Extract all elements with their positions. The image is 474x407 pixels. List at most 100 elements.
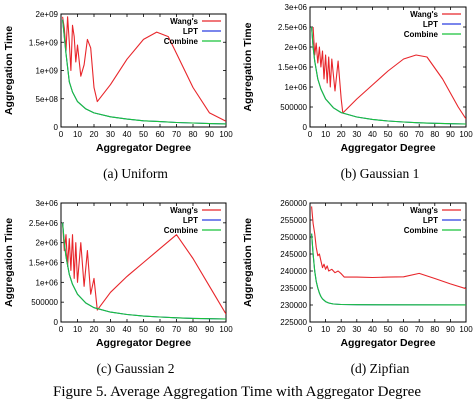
y-tick-label: 255000 [280,216,307,225]
y-tick-label: 245000 [280,250,307,259]
plot-frame [309,6,467,128]
series-line-lpt [311,233,466,306]
y-tick-label: 0 [303,123,308,132]
plot-frame [60,13,227,128]
x-tick-label: 80 [430,130,439,139]
legend-label: LPT [183,216,198,225]
x-tick-label: 70 [415,130,424,139]
x-tick-label: 30 [352,130,361,139]
chart-panel-3: 0 10 20 30 40 50 60 70 80 90 100 0 500000 1e+06 1.5e+0… [3,199,233,376]
legend-label: Wang's [170,206,198,215]
x-tick-label: 80 [430,325,439,334]
legend-label: Combine [164,37,199,46]
y-tick-label: 500000 [31,298,58,307]
figure-caption: Figure 5. Average Aggregation Time with … [53,384,421,400]
y-tick-label: 3e+06 [285,3,308,12]
x-tick-label: 100 [459,130,473,139]
y-tick-label: 225000 [280,318,307,327]
y-tick-label: 0 [54,123,59,132]
x-tick-label: 20 [337,130,346,139]
x-tick-label: 0 [59,325,64,334]
chart-panel-2: 0 10 20 30 40 50 60 70 80 90 100 0 500000 1e+06 1.5e+0… [242,3,473,181]
x-tick-label: 90 [446,325,455,334]
series-line-combine [311,233,466,306]
y-tick-label: 500000 [280,103,307,112]
legend-label: Wang's [170,17,198,26]
y-tick-label: 240000 [280,267,307,276]
x-tick-label: 40 [368,325,377,334]
chart-panel-4: 0 10 20 30 40 50 60 70 80 90 100 225000 230000 235000… [242,199,473,376]
x-tick-label: 10 [321,130,330,139]
legend-label: Combine [164,226,199,235]
x-tick-label: 80 [189,325,198,334]
subfigure-caption: (c) Gaussian 2 [97,361,175,376]
x-tick-label: 50 [384,325,393,334]
chart-panel-1: 0 10 20 30 40 50 60 70 80 90 100 0 5e+08 1e+09 1.5e+09… [3,10,233,181]
series-line-wangs [312,26,466,120]
y-axis-label: Aggregation Time [3,26,15,115]
x-tick-label: 100 [219,325,233,334]
x-tick-label: 70 [172,325,181,334]
x-tick-label: 90 [205,130,214,139]
x-tick-label: 10 [73,130,82,139]
x-tick-label: 100 [219,130,233,139]
legend-label: Wang's [410,10,438,19]
x-axis-label: Aggregator Degree [96,142,191,154]
x-tick-label: 0 [59,130,64,139]
x-tick-label: 20 [90,325,99,334]
legend-label: Combine [404,30,439,39]
series-line-wangs [311,206,466,290]
legend-label: LPT [423,216,438,225]
y-tick-label: 0 [54,318,59,327]
y-tick-label: 2.5e+06 [278,23,308,32]
x-tick-label: 70 [172,130,181,139]
x-axis-label: Aggregator Degree [340,337,435,349]
x-tick-label: 0 [308,130,313,139]
series-line-combine [311,26,466,125]
x-tick-label: 100 [459,325,473,334]
x-tick-label: 40 [123,325,132,334]
x-axis-label: Aggregator Degree [340,142,435,154]
x-tick-label: 80 [189,130,198,139]
legend-label: LPT [423,20,438,29]
x-tick-label: 0 [308,325,313,334]
subfigure-caption: (b) Gaussian 1 [341,166,420,181]
subfigure-caption: (d) Zipfian [351,361,410,376]
series-line-combine [62,222,226,320]
x-tick-label: 60 [399,130,408,139]
legend-label: Wang's [410,206,438,215]
x-tick-label: 40 [123,130,132,139]
y-tick-label: 260000 [280,199,307,208]
y-tick-label: 3e+06 [36,199,59,208]
y-tick-label: 1e+06 [36,278,59,287]
subfigure-caption: (a) Uniform [103,166,168,181]
legend-label: LPT [183,27,198,36]
x-tick-label: 60 [156,325,165,334]
x-tick-label: 10 [321,325,330,334]
x-tick-label: 30 [352,325,361,334]
y-tick-label: 5e+08 [36,95,59,104]
series-line-lpt [62,222,226,320]
y-tick-label: 2e+06 [36,239,59,248]
series-line-wangs [62,16,226,122]
x-axis-label: Aggregator Degree [96,337,191,349]
x-tick-label: 90 [205,325,214,334]
y-tick-label: 1e+09 [36,67,59,76]
x-tick-label: 90 [446,130,455,139]
y-axis-label: Aggregation Time [242,22,254,111]
x-tick-label: 50 [384,130,393,139]
x-tick-label: 10 [73,325,82,334]
y-tick-label: 2.5e+06 [29,219,59,228]
series-line-wangs [62,222,226,315]
x-tick-label: 40 [368,130,377,139]
y-tick-label: 1.5e+06 [278,63,308,72]
legend-label: Combine [404,226,439,235]
y-tick-label: 2e+06 [285,43,308,52]
y-tick-label: 1.5e+06 [29,259,59,268]
y-tick-label: 1e+06 [285,83,308,92]
x-tick-label: 70 [415,325,424,334]
y-tick-label: 1.5e+09 [29,38,59,47]
x-tick-label: 20 [337,325,346,334]
x-tick-label: 20 [90,130,99,139]
